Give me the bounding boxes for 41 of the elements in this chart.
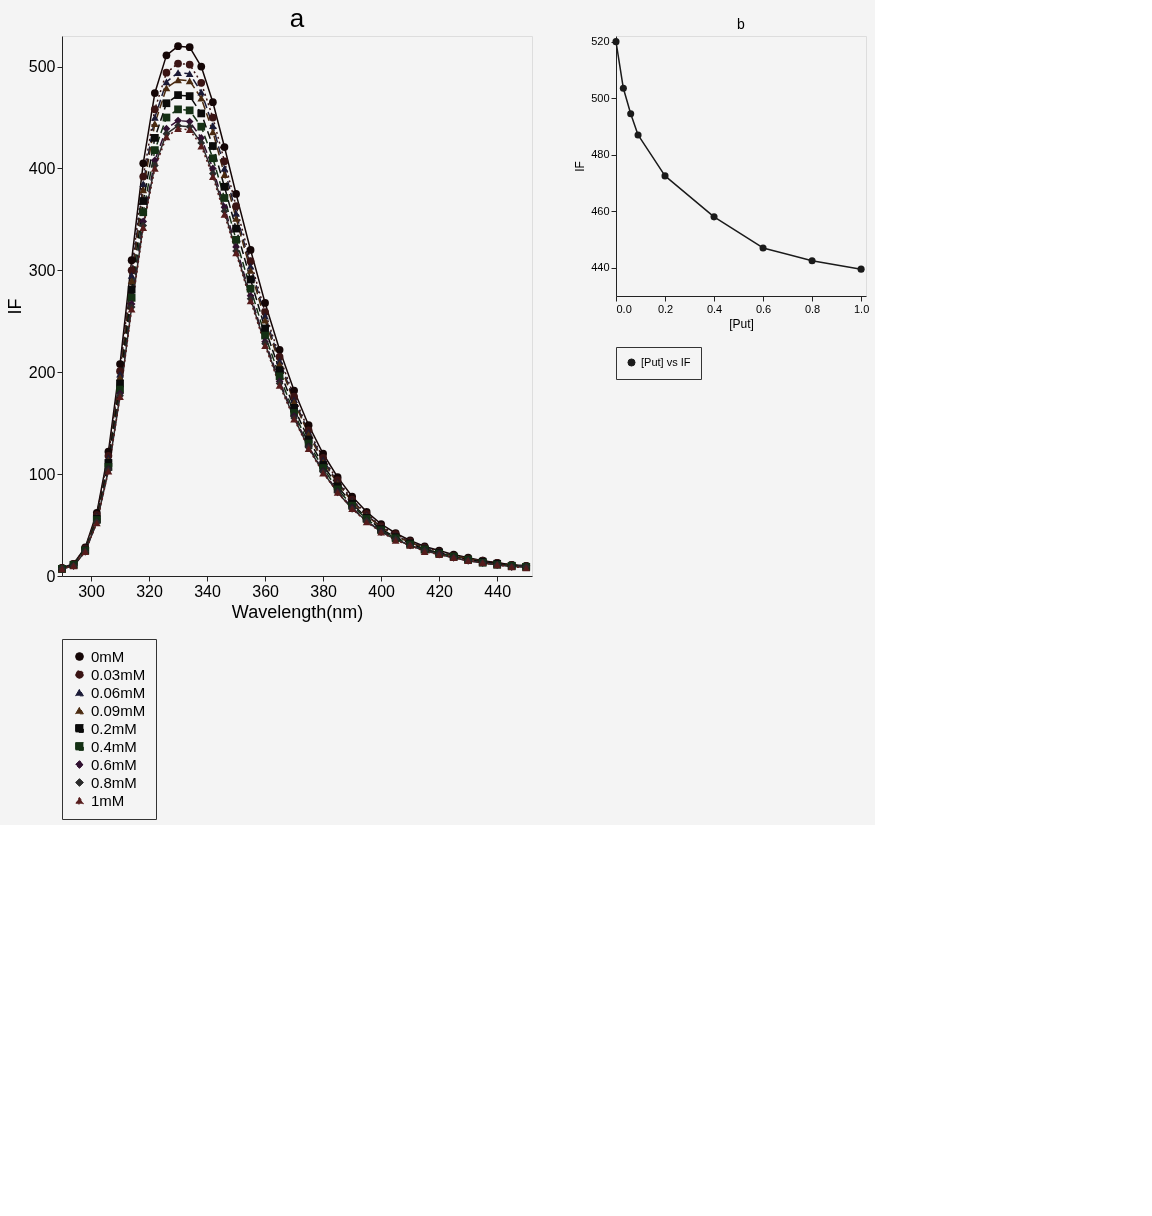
x-tick-label: 340 xyxy=(194,582,222,600)
legend-label: 0.6mM xyxy=(91,755,137,773)
legend-label: 0.8mM xyxy=(91,773,137,791)
y-tick-label: 300 xyxy=(28,261,56,279)
x-tick-label: 0.6 xyxy=(755,302,772,315)
legend-label: 0.2mM xyxy=(91,719,137,737)
y-tick-label: 200 xyxy=(28,363,56,381)
legend-label: 0.4mM xyxy=(91,737,137,755)
y-tick-label: 440 xyxy=(591,261,610,274)
x-tick-label: 380 xyxy=(310,582,338,600)
x-tick-label: 440 xyxy=(484,582,512,600)
x-axis-title: [Put] xyxy=(729,316,754,331)
y-tick-label: 500 xyxy=(591,91,610,104)
chart-title: a xyxy=(289,3,305,33)
chart-title: b xyxy=(737,15,746,32)
x-tick-label: 300 xyxy=(78,582,105,600)
x-tick-label: 360 xyxy=(252,582,280,600)
x-tick-label: 0.4 xyxy=(706,302,723,315)
y-tick-label: 0 xyxy=(46,567,56,585)
x-axis-title: Wavelength(nm) xyxy=(231,601,364,622)
x-tick-label: 0.2 xyxy=(657,302,674,315)
legend-label: 1mM xyxy=(91,791,125,809)
legend-label: 0.03mM xyxy=(91,665,146,683)
y-axis-title: IF xyxy=(573,161,588,172)
x-tick-label: 420 xyxy=(426,582,454,600)
x-tick-label: 0.8 xyxy=(804,302,821,315)
x-tick-label: 320 xyxy=(136,582,163,600)
x-tick-label: 400 xyxy=(368,582,396,600)
y-tick-label: 520 xyxy=(591,35,610,48)
legend-label: 0mM xyxy=(91,647,125,665)
x-tick-label: 1.0 xyxy=(853,302,870,315)
y-axis-title: IF xyxy=(4,298,25,315)
y-tick-label: 480 xyxy=(591,148,610,161)
legend-label: [Put] vs IF xyxy=(641,355,691,368)
y-tick-label: 460 xyxy=(591,204,610,217)
y-tick-label: 100 xyxy=(28,465,56,483)
y-tick-label: 400 xyxy=(28,159,56,177)
legend-label: 0.09mM xyxy=(91,701,146,719)
y-tick-label: 500 xyxy=(28,58,56,76)
x-tick-label: 0.0 xyxy=(616,302,632,315)
legend-label: 0.06mM xyxy=(91,683,146,701)
